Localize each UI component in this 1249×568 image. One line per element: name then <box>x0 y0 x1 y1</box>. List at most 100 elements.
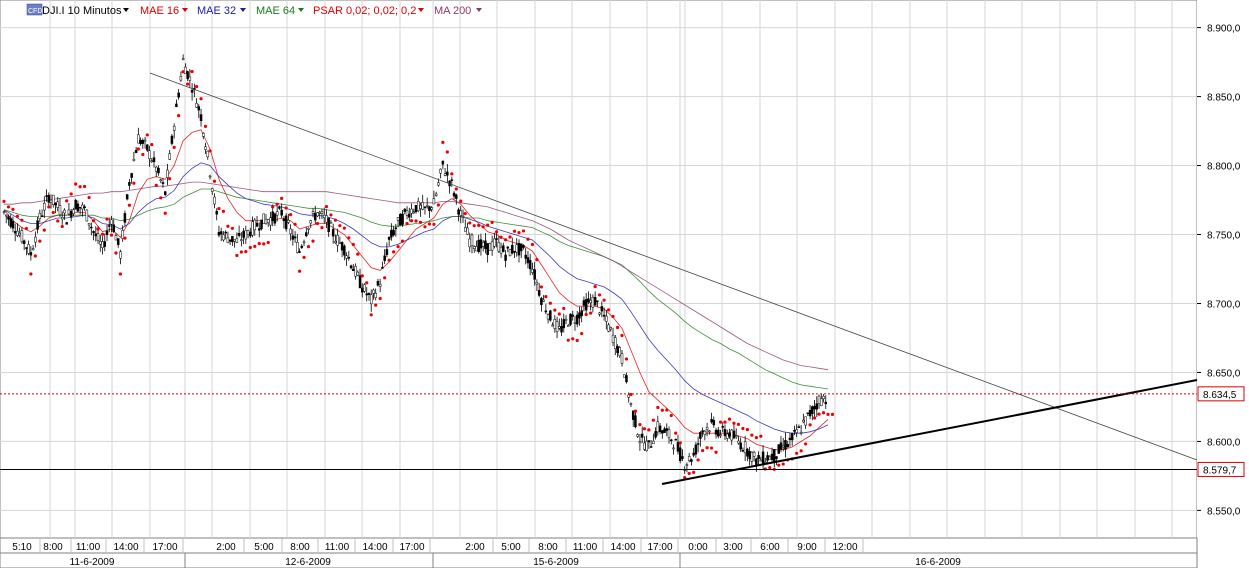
candle-body <box>325 215 328 223</box>
candle-body <box>381 267 384 269</box>
candle-body <box>90 226 93 229</box>
candle-body <box>580 310 583 317</box>
psar-dot <box>463 211 467 216</box>
candle-body <box>260 219 263 230</box>
psar-dot <box>69 192 73 196</box>
legend-item-mae64[interactable]: MAE 64 <box>256 5 295 17</box>
psar-dot <box>575 338 579 343</box>
x-tick-label: 6:00 <box>760 542 780 553</box>
candle-body <box>533 269 536 280</box>
candle-body <box>399 213 402 226</box>
chevron-down-icon[interactable] <box>182 8 188 12</box>
candle-body <box>134 150 138 154</box>
psar-dot <box>490 220 494 224</box>
psar-dot <box>611 314 615 319</box>
date-label: 16-6-2009 <box>915 557 961 568</box>
psar-dot <box>615 325 620 330</box>
horizontal-lines <box>0 393 1197 470</box>
candle-body <box>352 268 355 272</box>
candle-body <box>105 230 109 235</box>
candle-body <box>25 247 28 249</box>
candle-body <box>128 182 131 186</box>
chevron-down-icon[interactable] <box>418 8 424 12</box>
candle-body <box>197 106 201 111</box>
candle-body <box>537 290 541 296</box>
candle-body <box>582 300 586 306</box>
candle-body <box>665 428 669 431</box>
psar-dot <box>114 251 118 255</box>
candle-body <box>455 194 458 199</box>
psar-dot <box>562 306 566 311</box>
candle-body <box>741 450 745 452</box>
legend-item-mae16[interactable]: MAE 16 <box>140 5 179 17</box>
candle-body <box>224 231 227 234</box>
legend-item-mae32[interactable]: MAE 32 <box>197 5 236 17</box>
x-tick-label: 11:00 <box>573 542 598 553</box>
indicator-lines <box>3 129 829 451</box>
candle-body <box>638 441 642 444</box>
candle-body <box>555 321 559 333</box>
candle-body <box>540 297 543 305</box>
y-tick-label: 8.800,0 <box>1207 162 1241 173</box>
candle-body <box>584 299 588 311</box>
chevron-down-icon[interactable] <box>476 8 482 12</box>
psar-dot <box>253 244 257 248</box>
psar-dot <box>42 228 46 232</box>
psar-dot <box>718 420 723 424</box>
candle-body <box>703 430 707 435</box>
psar-dot <box>400 239 405 243</box>
x-tick-label: 17:00 <box>647 542 672 553</box>
psar-dot <box>768 466 772 470</box>
trend-lines <box>149 72 1198 485</box>
candle-body <box>4 214 8 217</box>
candle-body <box>78 206 82 209</box>
candle-body <box>721 426 725 428</box>
candle-body <box>58 205 62 216</box>
chevron-down-icon[interactable] <box>123 8 129 12</box>
psar-dot <box>217 206 221 211</box>
candle-body <box>103 241 107 247</box>
chevron-down-icon[interactable] <box>298 8 304 12</box>
candle-body <box>163 191 167 195</box>
psar-dot <box>203 124 208 128</box>
candle-body <box>504 254 507 261</box>
psar-dot <box>315 221 320 226</box>
candle-body <box>542 299 545 302</box>
x-tick-label: 5:10 <box>12 542 32 553</box>
candle-body <box>439 168 442 174</box>
psar-dot <box>2 199 6 204</box>
candle-body <box>49 199 53 203</box>
candle-body <box>611 334 615 343</box>
psar-dot <box>665 408 669 412</box>
psar-dot <box>338 224 342 228</box>
x-tick-label: 5:00 <box>254 542 274 553</box>
legend[interactable]: CFD DJI.I 10 Minutos MAE 16 MAE 32 MAE 6… <box>26 3 482 17</box>
legend-item-psar[interactable]: PSAR 0,02; 0,02; 0,2 <box>313 5 416 17</box>
candle-body <box>22 240 26 245</box>
psar-dot <box>6 205 11 209</box>
candle-body <box>2 211 6 213</box>
legend-item-ma200[interactable]: MA 200 <box>434 5 471 17</box>
candle-body <box>29 252 33 256</box>
candle-body <box>72 209 75 214</box>
psar-dot <box>172 145 176 149</box>
candle-body <box>219 231 223 235</box>
chevron-down-icon[interactable] <box>240 8 246 12</box>
candle-body <box>401 213 404 225</box>
candle-body <box>125 194 129 200</box>
x-tick-label: 2:00 <box>216 542 236 553</box>
candle-body <box>372 289 375 294</box>
legend-item-instrument[interactable]: DJI.I 10 Minutos <box>42 5 122 17</box>
candle-body <box>233 239 236 242</box>
candle-body <box>356 271 360 276</box>
candle-body <box>622 374 626 378</box>
psar-dot <box>190 69 194 74</box>
candle-body <box>645 440 648 452</box>
price-label-box <box>1197 386 1245 402</box>
candle-body <box>287 219 290 223</box>
candle-body <box>786 443 789 448</box>
candle-body <box>181 58 185 60</box>
candle-body <box>714 429 718 435</box>
candle-body <box>593 297 597 306</box>
